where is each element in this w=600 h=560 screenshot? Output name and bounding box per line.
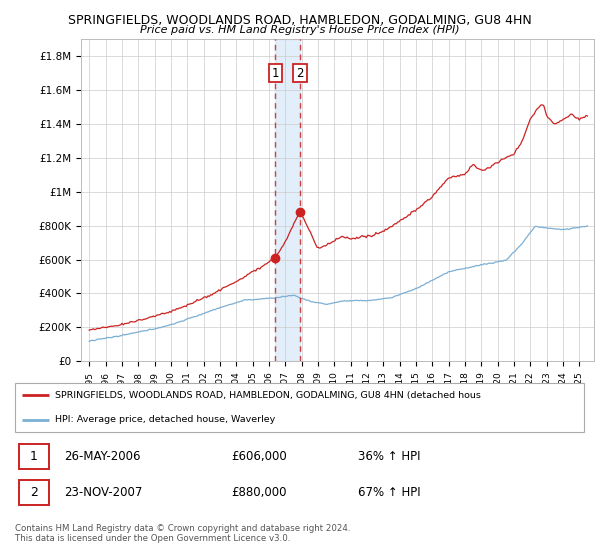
Text: Contains HM Land Registry data © Crown copyright and database right 2024.
This d: Contains HM Land Registry data © Crown c… <box>15 524 350 543</box>
Text: HPI: Average price, detached house, Waverley: HPI: Average price, detached house, Wave… <box>55 415 275 424</box>
Bar <box>275 39 300 361</box>
Text: SPRINGFIELDS, WOODLANDS ROAD, HAMBLEDON, GODALMING, GU8 4HN: SPRINGFIELDS, WOODLANDS ROAD, HAMBLEDON,… <box>68 14 532 27</box>
Text: £606,000: £606,000 <box>231 450 287 463</box>
Text: 1: 1 <box>30 450 38 463</box>
FancyBboxPatch shape <box>19 479 49 505</box>
Text: SPRINGFIELDS, WOODLANDS ROAD, HAMBLEDON, GODALMING, GU8 4HN (detached hous: SPRINGFIELDS, WOODLANDS ROAD, HAMBLEDON,… <box>55 391 481 400</box>
FancyBboxPatch shape <box>15 383 584 432</box>
Text: 2: 2 <box>30 486 38 498</box>
Text: 2: 2 <box>296 67 304 80</box>
Text: 67% ↑ HPI: 67% ↑ HPI <box>358 486 420 498</box>
Text: Price paid vs. HM Land Registry's House Price Index (HPI): Price paid vs. HM Land Registry's House … <box>140 25 460 35</box>
FancyBboxPatch shape <box>19 444 49 469</box>
Text: 23-NOV-2007: 23-NOV-2007 <box>64 486 142 498</box>
Text: 36% ↑ HPI: 36% ↑ HPI <box>358 450 420 463</box>
Text: 1: 1 <box>272 67 279 80</box>
Text: 26-MAY-2006: 26-MAY-2006 <box>64 450 140 463</box>
Text: £880,000: £880,000 <box>231 486 286 498</box>
